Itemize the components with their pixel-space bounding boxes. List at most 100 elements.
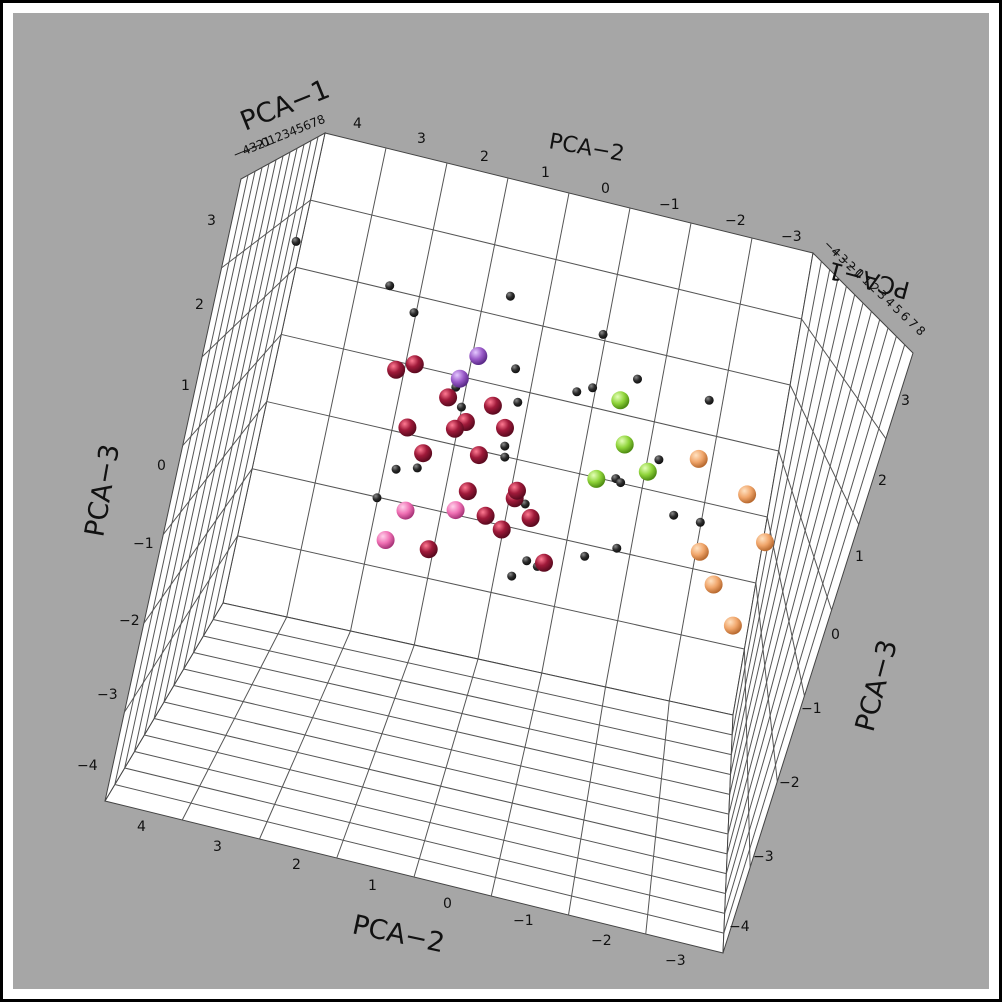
tick: −1 bbox=[133, 536, 154, 552]
tick: −4 bbox=[77, 758, 98, 774]
data-point bbox=[419, 540, 438, 559]
data-point bbox=[412, 463, 422, 473]
data-point bbox=[409, 308, 419, 318]
data-point bbox=[505, 291, 515, 301]
tick: −3 bbox=[238, 139, 260, 159]
grid-line bbox=[182, 334, 282, 446]
grid-line bbox=[134, 751, 726, 894]
grid-line bbox=[743, 648, 751, 868]
data-point bbox=[689, 449, 708, 468]
pca3-ticks-left: 3 2 1 0 −1 −2 −3 −4 bbox=[77, 213, 216, 774]
grid-line bbox=[801, 318, 887, 440]
data-point bbox=[508, 481, 526, 500]
data-point bbox=[396, 501, 415, 520]
plot-box bbox=[104, 132, 914, 954]
grid-line bbox=[124, 171, 256, 769]
data-point bbox=[704, 395, 714, 405]
grid-line bbox=[114, 175, 249, 785]
grid-lines bbox=[114, 136, 906, 935]
data-point bbox=[385, 281, 395, 291]
tick: −1 bbox=[252, 134, 274, 154]
tick: 1 bbox=[855, 549, 864, 565]
data-point bbox=[513, 397, 523, 407]
data-point bbox=[738, 485, 757, 504]
grid-line bbox=[221, 199, 311, 269]
data-point bbox=[507, 571, 517, 581]
grid-line bbox=[728, 294, 856, 815]
grid-line bbox=[668, 237, 753, 702]
grid-line bbox=[477, 192, 570, 660]
tick: 2 bbox=[195, 297, 204, 313]
tick: 3 bbox=[213, 839, 222, 855]
tick: −4 bbox=[231, 142, 253, 162]
grid-line bbox=[295, 266, 791, 386]
tick: −2 bbox=[725, 213, 746, 229]
tick: 4 bbox=[137, 819, 146, 835]
grid-line bbox=[143, 468, 253, 624]
data-point bbox=[496, 418, 514, 437]
grid-line bbox=[193, 652, 731, 775]
data-point bbox=[500, 441, 510, 451]
grid-line bbox=[202, 140, 312, 637]
data-point bbox=[500, 452, 510, 462]
grid-line bbox=[154, 718, 728, 855]
data-point bbox=[458, 482, 477, 501]
data-point bbox=[580, 551, 590, 561]
data-point bbox=[405, 355, 424, 374]
tick: 1 bbox=[181, 378, 190, 394]
grid-line bbox=[201, 266, 297, 358]
pca2-ticks-top: 4 3 2 1 0 −1 −2 −3 bbox=[353, 116, 802, 245]
pca3-axis-title-left: PCA−3 bbox=[79, 442, 126, 539]
grid-line bbox=[726, 311, 872, 854]
grid-line bbox=[725, 327, 889, 894]
data-point bbox=[456, 402, 466, 412]
data-point bbox=[492, 520, 511, 539]
tick: 0 bbox=[831, 627, 840, 643]
tick: −1 bbox=[659, 197, 680, 213]
grid-line bbox=[727, 302, 864, 835]
tick: 3 bbox=[901, 393, 910, 409]
tick: 2 bbox=[878, 473, 887, 489]
data-point bbox=[476, 506, 495, 525]
grid-line bbox=[725, 319, 881, 874]
grid-line bbox=[163, 701, 729, 835]
data-points bbox=[291, 236, 774, 635]
data-point bbox=[587, 469, 606, 488]
plot-canvas: PCA−1 PCA−2 PCA−3 PCA−1 PCA−3 PCA−2 4 3 … bbox=[13, 13, 989, 989]
data-point bbox=[414, 444, 433, 463]
grid-line bbox=[114, 784, 724, 934]
grid-line bbox=[144, 734, 727, 875]
tick: 0 bbox=[601, 181, 610, 197]
grid-line bbox=[183, 668, 730, 795]
tick: −4 bbox=[729, 919, 750, 935]
grid-line bbox=[203, 635, 732, 756]
tick: −3 bbox=[753, 849, 774, 865]
grid-line bbox=[212, 136, 319, 620]
grid-line bbox=[605, 222, 692, 688]
pca-3d-scatter-chart: PCA−1 PCA−2 PCA−3 PCA−1 PCA−3 PCA−2 4 3 … bbox=[77, 74, 928, 969]
data-point bbox=[439, 388, 458, 407]
pca3-axis-title-right: PCA−3 bbox=[850, 637, 904, 735]
data-point bbox=[376, 531, 395, 549]
data-point bbox=[450, 369, 469, 388]
data-point bbox=[695, 517, 705, 527]
grid-line bbox=[755, 582, 778, 782]
data-point bbox=[588, 383, 598, 393]
data-point bbox=[446, 501, 465, 520]
data-point bbox=[387, 360, 406, 379]
grid-line bbox=[153, 159, 277, 719]
data-point bbox=[669, 510, 679, 520]
data-point bbox=[572, 387, 582, 397]
tick: 1 bbox=[368, 878, 377, 894]
grid-line bbox=[173, 685, 729, 815]
grid-line bbox=[163, 155, 284, 703]
grid-line bbox=[730, 277, 839, 775]
tick: 4 bbox=[353, 116, 362, 132]
data-point bbox=[638, 462, 657, 481]
grid-line bbox=[731, 261, 822, 735]
tick: −3 bbox=[665, 953, 686, 969]
data-point bbox=[483, 396, 502, 415]
data-point bbox=[704, 575, 723, 594]
